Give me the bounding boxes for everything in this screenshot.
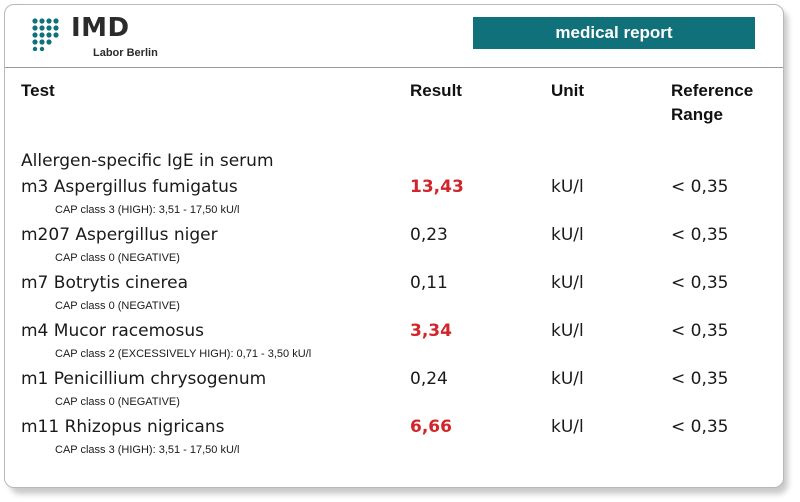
cap-class-note: CAP class 0 (NEGATIVE) [55, 396, 180, 408]
cap-class-note: CAP class 3 (HIGH): 3,51 - 17,50 kU/l [55, 444, 240, 456]
test-result: 6,66 [410, 417, 452, 437]
table-row: m207 Aspergillus niger 0,23 kU/l < 0,35 … [5, 223, 783, 271]
logo-name: IMD [71, 13, 130, 43]
test-result: 0,11 [410, 273, 448, 293]
test-reference: < 0,35 [671, 177, 729, 197]
test-reference: < 0,35 [671, 369, 729, 389]
test-result: 0,23 [410, 225, 448, 245]
column-header-result: Result [410, 81, 462, 100]
report-card: IMD Labor Berlin medical report Test Res… [4, 4, 784, 488]
report-header: IMD Labor Berlin medical report [5, 5, 783, 67]
column-header-unit: Unit [551, 81, 585, 100]
results-table: m3 Aspergillus fumigatus 13,43 kU/l < 0,… [5, 175, 783, 463]
logo-dots-icon [32, 18, 59, 51]
table-row: m7 Botrytis cinerea 0,11 kU/l < 0,35 CAP… [5, 271, 783, 319]
test-unit: kU/l [551, 417, 584, 437]
test-reference: < 0,35 [671, 273, 729, 293]
header-divider [5, 67, 783, 68]
test-name: m1 Penicillium chrysogenum [21, 369, 267, 389]
section-title: Allergen-specific IgE in serum [21, 151, 274, 171]
test-result: 3,34 [410, 321, 452, 341]
test-unit: kU/l [551, 273, 584, 293]
test-reference: < 0,35 [671, 225, 729, 245]
test-unit: kU/l [551, 321, 584, 341]
column-header-reference-range: Reference Range [671, 81, 754, 124]
test-unit: kU/l [551, 177, 584, 197]
report-type-banner: medical report [473, 17, 755, 49]
logo-subtitle: Labor Berlin [93, 47, 158, 59]
test-name: m3 Aspergillus fumigatus [21, 177, 238, 197]
test-name: m7 Botrytis cinerea [21, 273, 189, 293]
cap-class-note: CAP class 3 (HIGH): 3,51 - 17,50 kU/l [55, 204, 240, 216]
cap-class-note: CAP class 0 (NEGATIVE) [55, 252, 180, 264]
cap-class-note: CAP class 0 (NEGATIVE) [55, 300, 180, 312]
imd-logo: IMD Labor Berlin [31, 13, 181, 63]
test-result: 0,24 [410, 369, 448, 389]
test-reference: < 0,35 [671, 321, 729, 341]
test-name: m207 Aspergillus niger [21, 225, 218, 245]
cap-class-note: CAP class 2 (EXCESSIVELY HIGH): 0,71 - 3… [55, 348, 312, 360]
test-unit: kU/l [551, 369, 584, 389]
test-result: 13,43 [410, 177, 464, 197]
test-name: m11 Rhizopus nigricans [21, 417, 225, 437]
table-row: m3 Aspergillus fumigatus 13,43 kU/l < 0,… [5, 175, 783, 223]
test-name: m4 Mucor racemosus [21, 321, 205, 341]
test-reference: < 0,35 [671, 417, 729, 437]
table-row: m11 Rhizopus nigricans 6,66 kU/l < 0,35 … [5, 415, 783, 463]
column-header-test: Test [21, 81, 55, 100]
test-unit: kU/l [551, 225, 584, 245]
table-row: m4 Mucor racemosus 3,34 kU/l < 0,35 CAP … [5, 319, 783, 367]
table-row: m1 Penicillium chrysogenum 0,24 kU/l < 0… [5, 367, 783, 415]
